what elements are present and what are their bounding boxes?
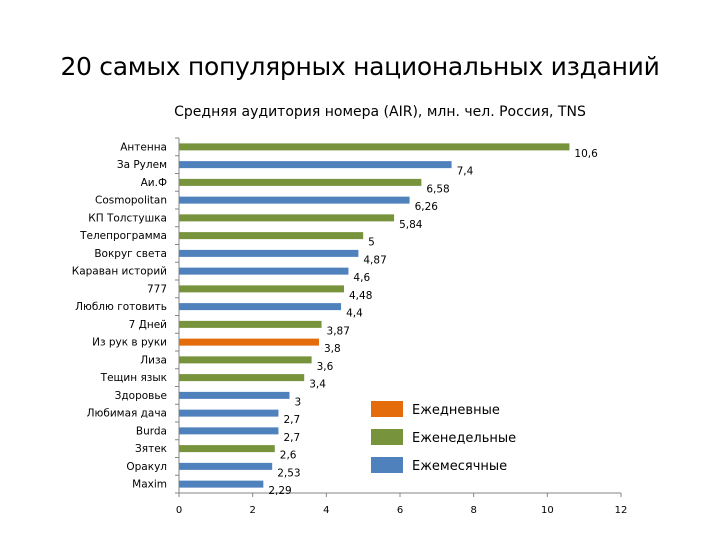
- category-label: КП Толстушка: [88, 212, 167, 224]
- value-label: 3,87: [327, 325, 350, 337]
- chart-subtitle: Средняя аудитория номера (AIR), млн. чел…: [174, 104, 586, 120]
- value-label: 5: [368, 237, 375, 249]
- bar: [179, 196, 410, 204]
- category-label: 7 Дней: [129, 319, 167, 331]
- category-label: Караван историй: [72, 266, 167, 278]
- bar: [179, 480, 264, 488]
- category-label: Телепрограмма: [79, 230, 167, 242]
- bar: [179, 303, 342, 311]
- x-tick-label: 8: [470, 505, 476, 516]
- category-label: Burda: [136, 425, 167, 437]
- bar: [179, 249, 359, 257]
- value-label: 4,4: [346, 308, 363, 320]
- value-label: 2,53: [277, 467, 300, 479]
- value-label: 4,6: [353, 272, 370, 284]
- x-tick-label: 4: [323, 505, 329, 516]
- bar: [179, 391, 290, 399]
- category-label: Оракул: [126, 461, 167, 473]
- value-label: 5,84: [399, 219, 423, 231]
- x-tick-label: 2: [249, 505, 255, 516]
- value-label: 2,29: [268, 485, 291, 497]
- legend-swatch-weekly: [371, 429, 403, 445]
- x-tick-label: 0: [176, 505, 182, 516]
- x-tick-label: 12: [615, 505, 628, 516]
- bar: [179, 320, 322, 328]
- category-label: Вокруг света: [94, 248, 167, 260]
- bar: [179, 427, 279, 435]
- legend-swatch-monthly: [371, 457, 403, 473]
- value-label: 3,6: [317, 361, 334, 373]
- category-label: Тещин язык: [100, 372, 167, 384]
- value-label: 7,4: [457, 166, 474, 178]
- value-label: 2,7: [283, 432, 300, 444]
- value-label: 3,4: [309, 379, 326, 391]
- legend-swatch-daily: [371, 401, 403, 417]
- category-label: Лиза: [140, 354, 167, 366]
- category-label: Из рук в руки: [92, 337, 167, 349]
- legend-label-weekly: Еженедельные: [412, 431, 516, 446]
- value-label: 2,6: [280, 450, 297, 462]
- category-label: Любимая дача: [87, 408, 167, 420]
- category-label: Maxim: [132, 479, 167, 491]
- bar: [179, 178, 422, 186]
- category-label: За Рулем: [117, 159, 167, 171]
- bar: [179, 143, 570, 151]
- value-label: 6,26: [415, 201, 439, 213]
- bar: [179, 462, 273, 470]
- bar: [179, 285, 345, 293]
- bar: [179, 409, 279, 417]
- value-label: 2,7: [283, 414, 300, 426]
- bar: [179, 267, 349, 275]
- value-label: 3,8: [324, 343, 341, 355]
- bar: [179, 445, 275, 453]
- bar: [179, 356, 312, 364]
- category-label: Антенна: [120, 141, 167, 153]
- chart-title: 20 самых популярных национальных изданий: [60, 52, 660, 81]
- value-label: 6,58: [426, 183, 449, 195]
- value-label: 4,48: [349, 290, 372, 302]
- category-label: Cosmopolitan: [95, 195, 167, 207]
- x-tick-label: 10: [541, 505, 554, 516]
- category-label: 777: [147, 283, 167, 295]
- value-label: 3: [295, 396, 302, 408]
- x-tick-label: 6: [397, 505, 403, 516]
- category-label: Люблю готовить: [75, 301, 167, 313]
- bar: [179, 161, 452, 169]
- bar: [179, 338, 319, 346]
- bar: [179, 232, 364, 240]
- category-label: Зятек: [135, 443, 167, 455]
- bar: [179, 374, 305, 382]
- legend-label-monthly: Ежемесячные: [412, 459, 507, 474]
- value-label: 4,87: [363, 254, 386, 266]
- value-label: 10,6: [574, 148, 598, 160]
- bar: [179, 214, 395, 222]
- legend-label-daily: Ежедневные: [412, 403, 500, 418]
- category-label: Аи.Ф: [141, 177, 167, 189]
- category-label: Здоровье: [115, 390, 167, 402]
